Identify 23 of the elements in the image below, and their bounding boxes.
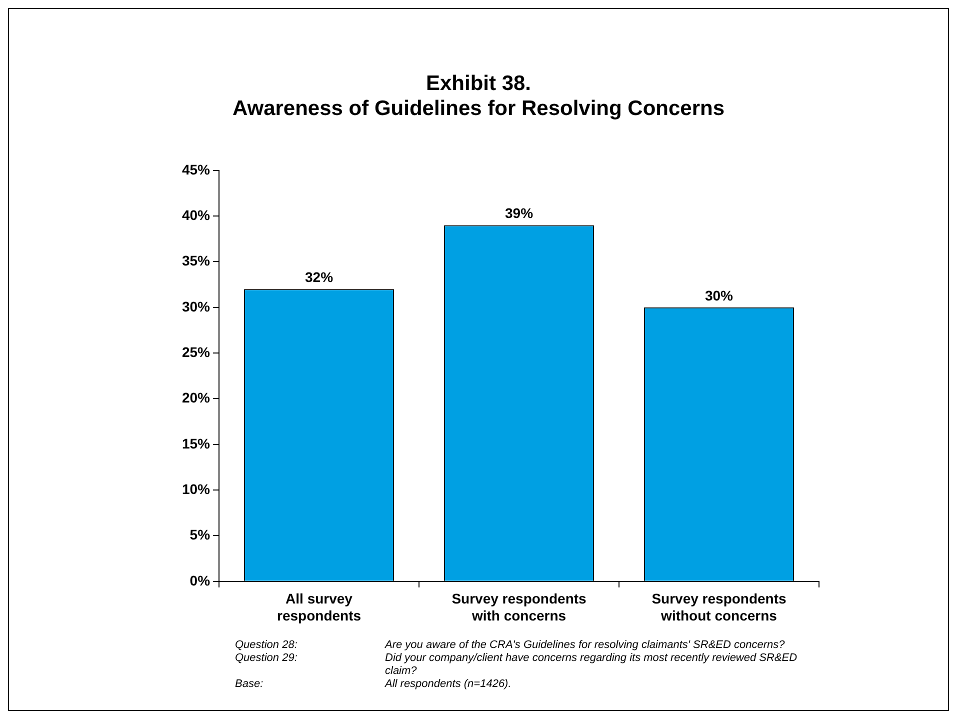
y-tick-label: 35%	[182, 252, 211, 269]
data-label: 30%	[704, 287, 734, 304]
text: Question 29:	[235, 652, 298, 666]
text: Are you aware of the CRA's Guidelines for resolving claimants' SR&ED concerns?	[385, 639, 786, 652]
y-tick-label: 5%	[190, 526, 211, 543]
y-tick-label: 10%	[182, 480, 211, 497]
text: Question 28:	[235, 639, 298, 652]
chart-title: Exhibit 38. Awareness of Guidelines for Resolving Concerns	[231, 71, 726, 121]
x-tick-label: Survey respondents with concerns	[452, 590, 587, 624]
y-tick-label: 45%	[182, 161, 211, 178]
y-tick-label: 20%	[182, 390, 211, 406]
y-tick-label: 0%	[190, 572, 211, 588]
y-tick-label: 15%	[182, 435, 211, 452]
text: Base:	[235, 678, 264, 691]
text: All respondents (n=1426).	[385, 678, 512, 691]
x-tick-label: All survey respondents	[277, 590, 362, 624]
y-tick-label: 25%	[182, 344, 211, 360]
y-tick-label: 30%	[182, 298, 211, 314]
y-tick-label: 40%	[182, 206, 211, 223]
data-label: 39%	[504, 205, 534, 222]
data-label: 32%	[305, 268, 334, 285]
text: Did your company/client have concerns regarding its most recently reviewed SR&ED claim?	[385, 652, 798, 678]
x-tick-label: Survey respondents without concerns	[652, 590, 787, 624]
